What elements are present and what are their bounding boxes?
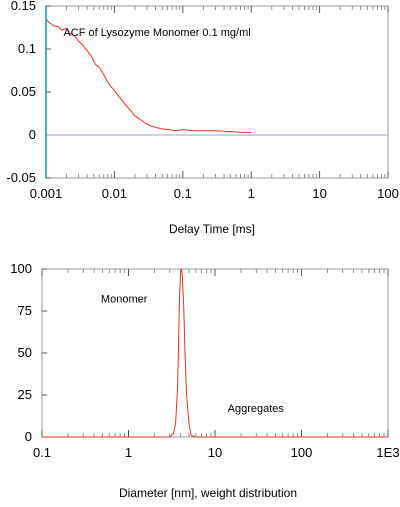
acf-x-tick-labels: 0.001 0.01 0.1 1 10 100 bbox=[30, 186, 399, 201]
size-x-tick-label: 10 bbox=[208, 445, 222, 460]
size-y-tick-label: 75 bbox=[18, 303, 32, 318]
size-series-line bbox=[42, 268, 388, 438]
size-annotation-monomer: Monomer bbox=[101, 294, 148, 306]
acf-minor-ticks bbox=[66, 6, 386, 178]
acf-y-tick-label: 0.1 bbox=[18, 41, 36, 56]
size-y-tick-label: 100 bbox=[10, 261, 32, 276]
size-y-tick-label: 0 bbox=[25, 429, 32, 444]
acf-x-tick-label: 10 bbox=[312, 186, 326, 201]
acf-x-tick-label: 1 bbox=[248, 186, 255, 201]
acf-chart: 0.15 0.1 0.05 0 -0.05 0.001 0.01 0.1 1 10 100 ACF… bbox=[6, 0, 399, 236]
acf-x-tick-label: 0.01 bbox=[102, 186, 127, 201]
size-plot-area bbox=[41, 268, 389, 438]
acf-x-axis-title: Delay Time [ms] bbox=[169, 222, 255, 236]
acf-y-tick-label: 0.15 bbox=[11, 0, 36, 13]
size-distribution-chart: 100 75 50 25 0 0.1 1 10 100 1E3 Monomer Aggregat… bbox=[10, 261, 400, 500]
size-major-ticks bbox=[41, 268, 389, 438]
size-minor-ticks bbox=[67, 269, 385, 437]
acf-annotation: ACF of Lysozyme Monomer 0.1 mg/ml bbox=[63, 27, 250, 39]
size-x-tick-label: 1 bbox=[125, 445, 132, 460]
acf-y-tick-label: 0.05 bbox=[11, 84, 36, 99]
acf-plot-area bbox=[45, 5, 389, 179]
size-y-tick-label: 50 bbox=[18, 345, 32, 360]
size-x-tick-label: 0.1 bbox=[33, 445, 51, 460]
size-x-tick-label: 100 bbox=[291, 445, 313, 460]
size-x-axis-title: Diameter [nm], weight distribution bbox=[119, 486, 297, 500]
size-y-tick-label: 25 bbox=[18, 387, 32, 402]
acf-y-tick-labels: 0.15 0.1 0.05 0 -0.05 bbox=[6, 0, 36, 185]
size-x-tick-label: 1E3 bbox=[376, 445, 399, 460]
acf-series-line bbox=[45, 18, 252, 133]
acf-x-tick-label: 100 bbox=[377, 186, 399, 201]
size-y-tick-labels: 100 75 50 25 0 bbox=[10, 261, 32, 444]
acf-y-tick-label: -0.05 bbox=[6, 170, 36, 185]
size-x-tick-labels: 0.1 1 10 100 1E3 bbox=[33, 445, 400, 460]
acf-x-tick-label: 0.1 bbox=[174, 186, 192, 201]
acf-major-ticks bbox=[45, 5, 389, 179]
acf-y-tick-label: 0 bbox=[29, 127, 36, 142]
acf-x-tick-label: 0.001 bbox=[30, 186, 63, 201]
size-annotation-aggregates: Aggregates bbox=[228, 403, 285, 415]
